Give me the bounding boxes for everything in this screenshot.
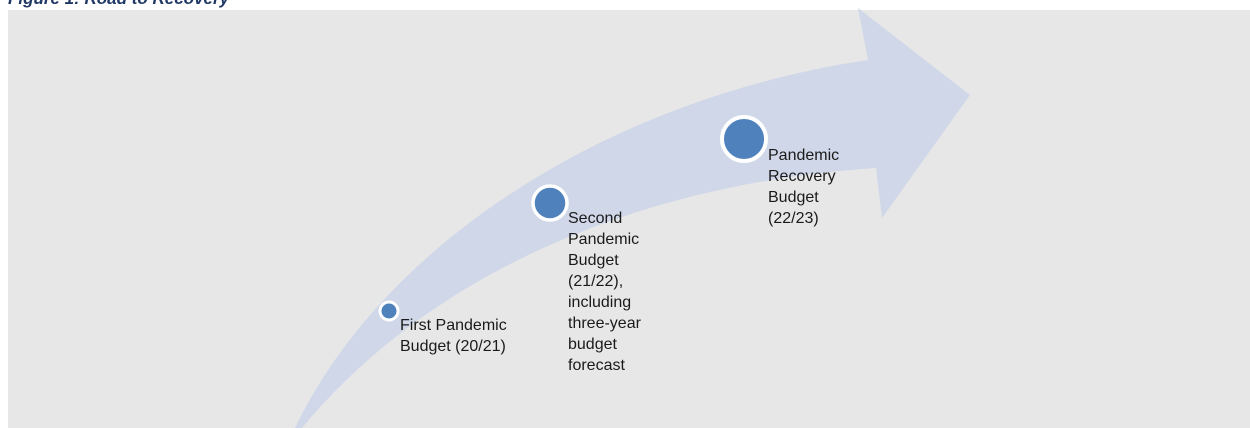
node-dot bbox=[720, 115, 768, 163]
node-label: three-year bbox=[568, 315, 642, 332]
node-label: Recovery bbox=[768, 168, 836, 185]
node-label: Second bbox=[568, 210, 622, 227]
node-label: Budget (20/21) bbox=[400, 338, 506, 355]
node-dot bbox=[531, 184, 569, 222]
node-label: First Pandemic bbox=[400, 317, 507, 334]
node-label: including bbox=[568, 294, 631, 311]
figure-title: Figure 1: Road to Recovery bbox=[8, 0, 231, 8]
node-label: forecast bbox=[568, 357, 625, 374]
node-label: Budget bbox=[768, 189, 819, 206]
node-label: (21/22), bbox=[568, 273, 623, 290]
node-label: Budget bbox=[568, 252, 619, 269]
node-label: (22/23) bbox=[768, 210, 819, 227]
node-dot bbox=[378, 300, 400, 322]
node-label: budget bbox=[568, 336, 617, 353]
node-label: Pandemic bbox=[568, 231, 639, 248]
arrow bbox=[295, 8, 970, 428]
panel bbox=[8, 10, 1250, 428]
node-label: Pandemic bbox=[768, 147, 839, 164]
